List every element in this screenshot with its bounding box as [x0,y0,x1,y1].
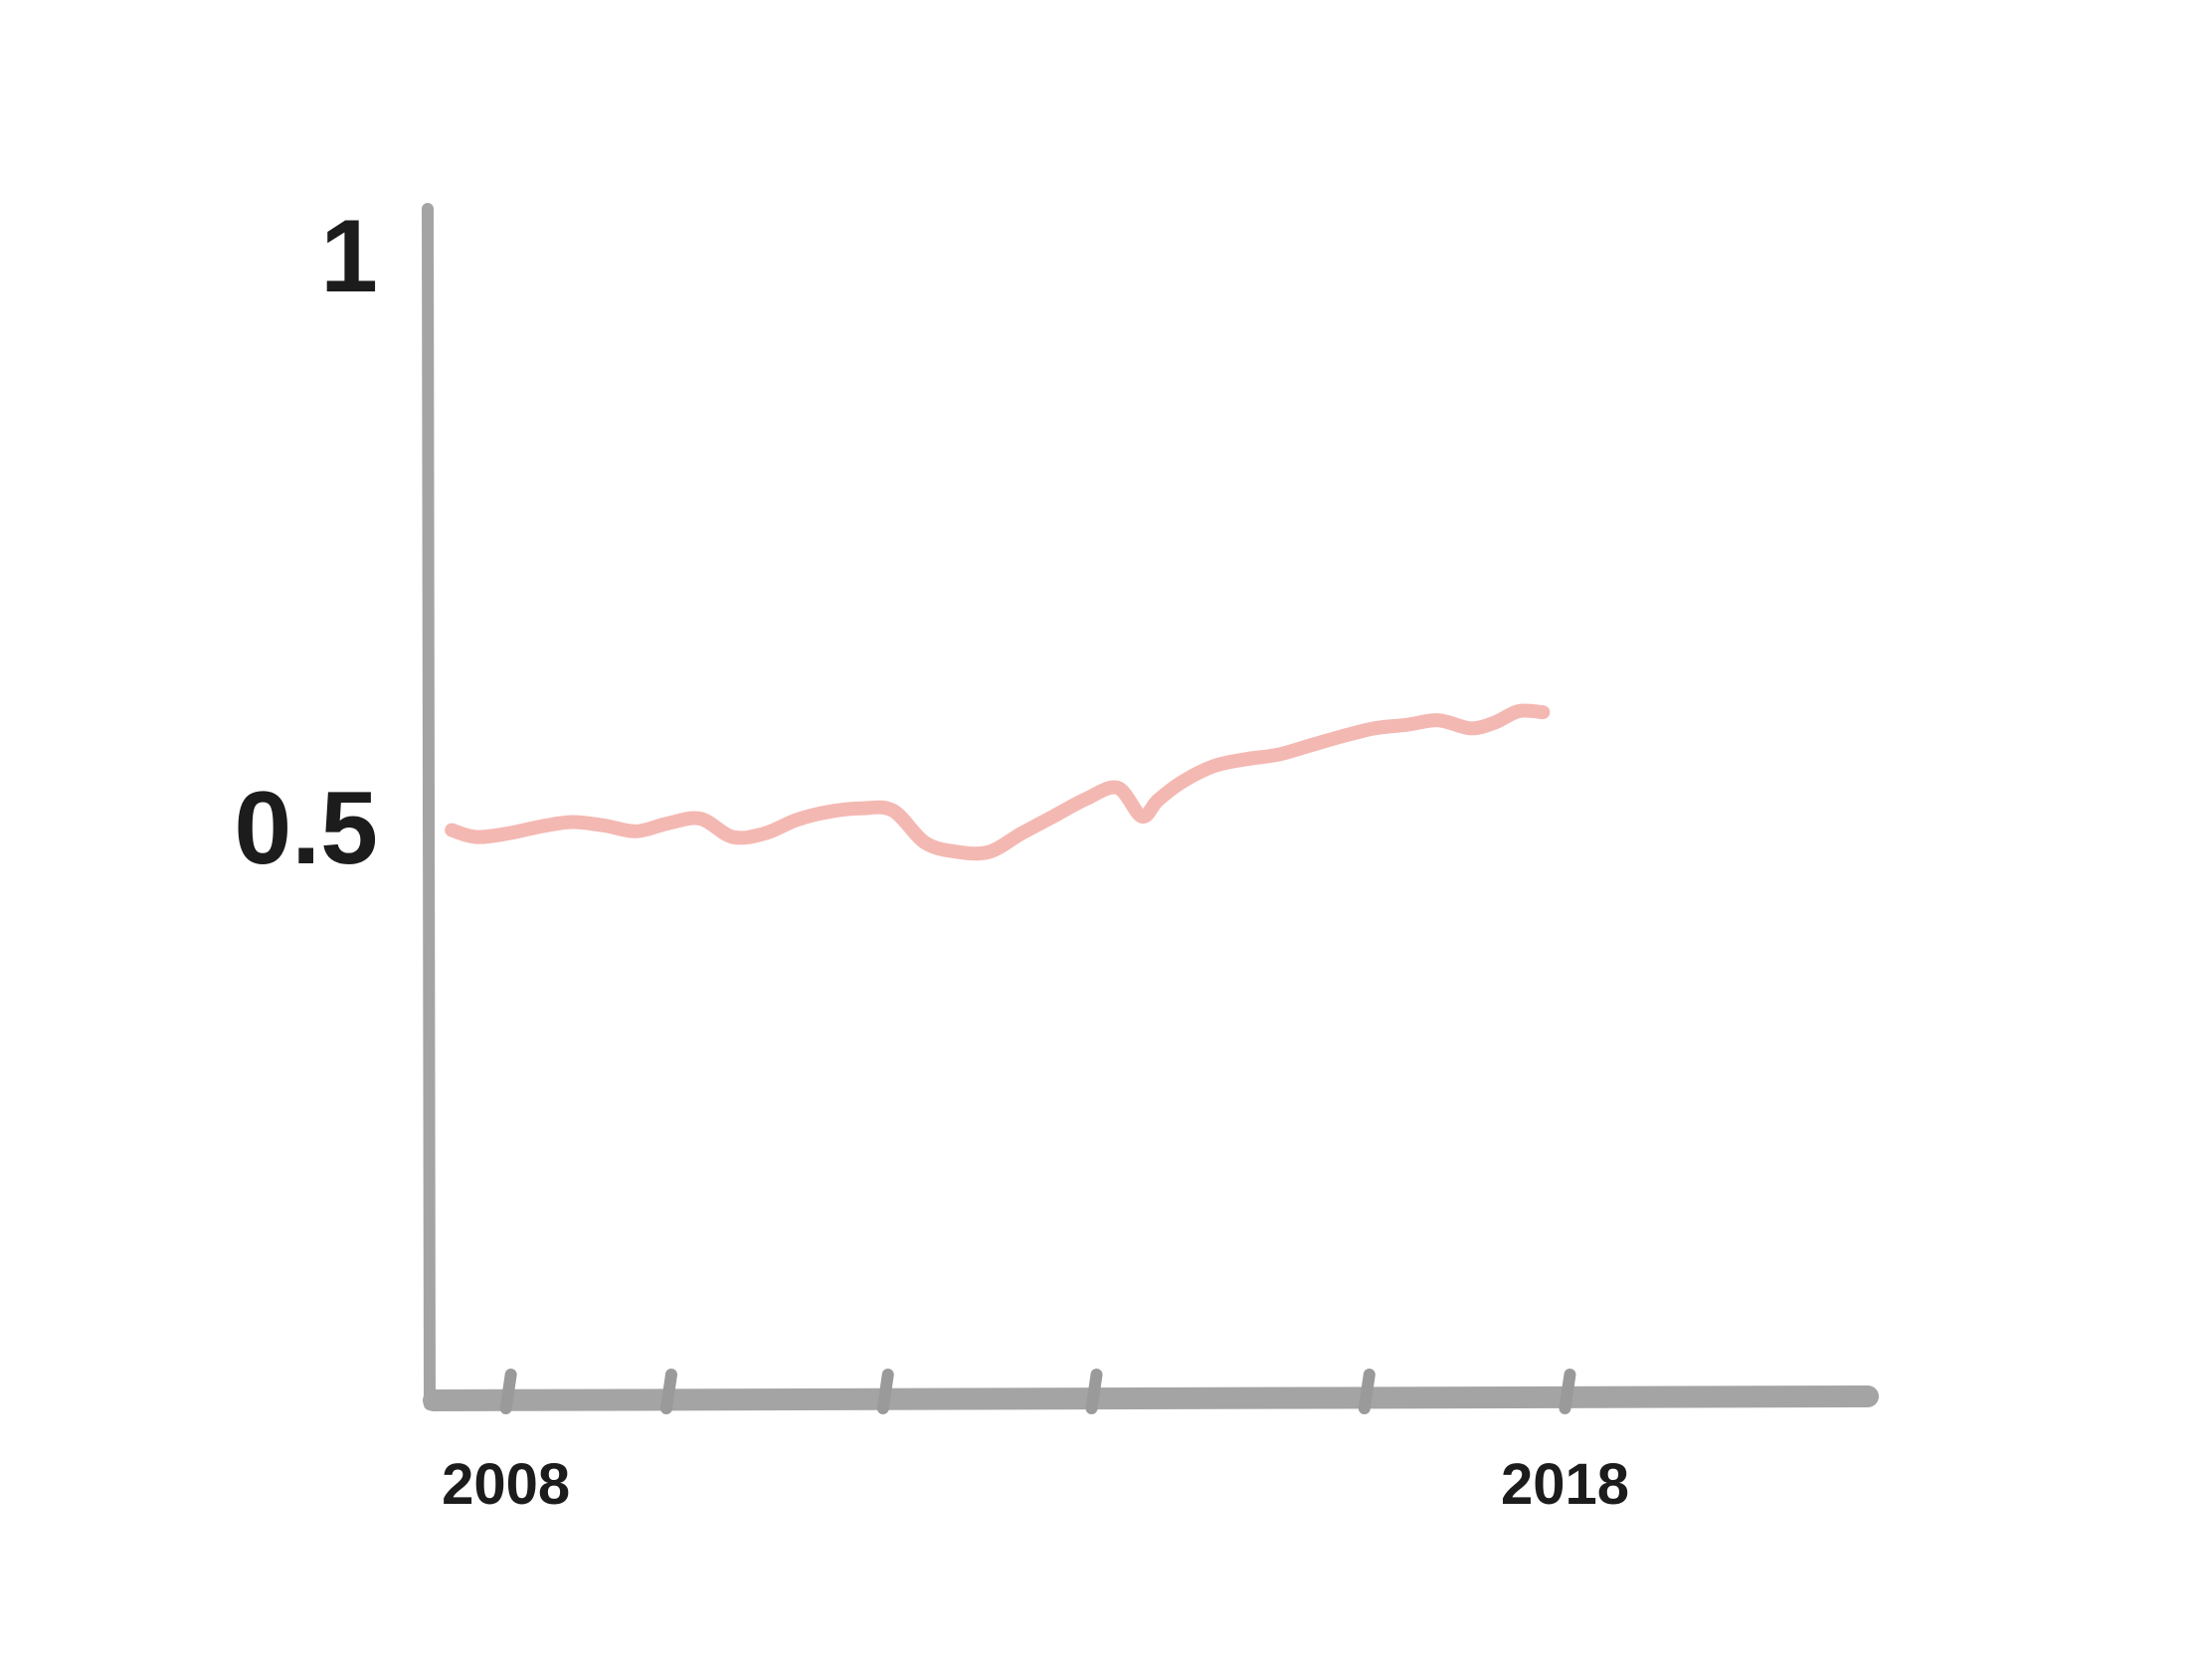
y-axis-line [422,203,436,1410]
x-tick-mark [876,1369,894,1414]
x-axis-line [423,1385,1879,1411]
x-tick-label: 2008 [442,1452,570,1517]
series-line [445,703,1551,861]
y-tick-labels: 10.5 [234,199,378,886]
x-tick-label: 2018 [1501,1452,1629,1517]
x-tick-labels: 2008 2018 [442,1452,1629,1517]
x-tick-mark [1559,1369,1576,1414]
y-tick-label: 0.5 [234,771,378,886]
x-ticks [499,1369,1576,1414]
y-tick-label: 1 [320,199,378,314]
x-tick-mark [1085,1369,1103,1414]
x-tick-mark [1358,1369,1376,1414]
x-tick-mark [660,1369,677,1414]
x-tick-mark [499,1369,517,1414]
